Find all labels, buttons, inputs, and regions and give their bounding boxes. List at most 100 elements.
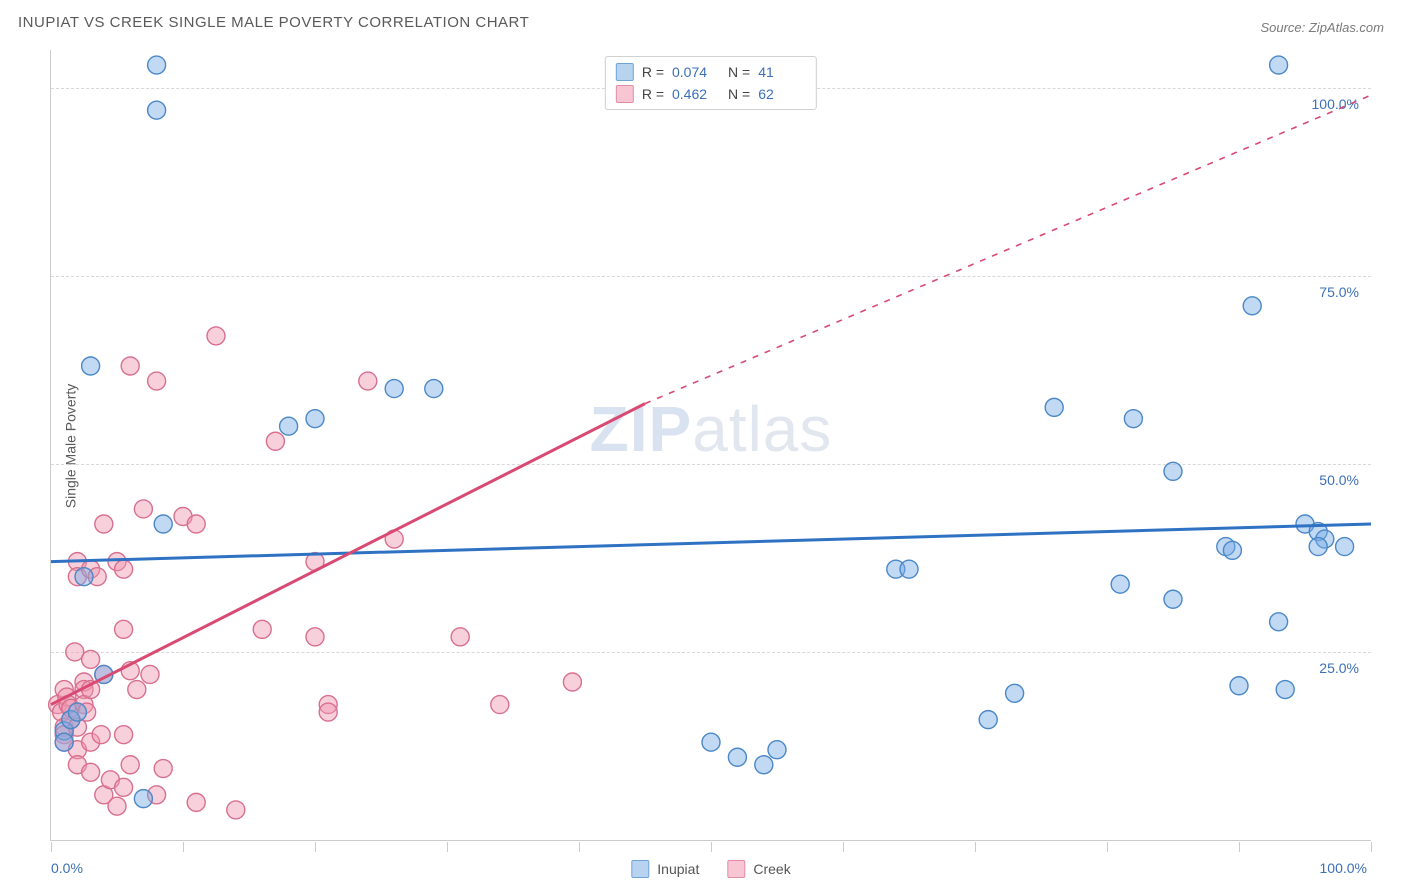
x-tick bbox=[975, 842, 976, 852]
creek-point bbox=[128, 681, 146, 699]
inupiat-point bbox=[1045, 398, 1063, 416]
stats-legend: R = 0.074 N = 41 R = 0.462 N = 62 bbox=[605, 56, 817, 110]
inupiat-point bbox=[768, 741, 786, 759]
x-tick bbox=[447, 842, 448, 852]
inupiat-point bbox=[1336, 538, 1354, 556]
inupiat-point bbox=[385, 380, 403, 398]
x-tick bbox=[711, 842, 712, 852]
inupiat-point bbox=[900, 560, 918, 578]
x-tick bbox=[315, 842, 316, 852]
inupiat-point bbox=[1309, 538, 1327, 556]
series-legend: Inupiat Creek bbox=[631, 860, 790, 878]
creek-point bbox=[95, 515, 113, 533]
inupiat-point bbox=[1270, 613, 1288, 631]
chart-header: INUPIAT VS CREEK SINGLE MALE POVERTY COR… bbox=[0, 0, 1406, 40]
inupiat-point bbox=[1006, 684, 1024, 702]
x-tick bbox=[51, 842, 52, 852]
chart-source: Source: ZipAtlas.com bbox=[1260, 20, 1384, 35]
n-value-1: 41 bbox=[758, 61, 806, 83]
inupiat-point bbox=[134, 790, 152, 808]
inupiat-point bbox=[1223, 541, 1241, 559]
creek-trend-line bbox=[51, 404, 645, 705]
inupiat-point bbox=[68, 703, 86, 721]
creek-point bbox=[134, 500, 152, 518]
x-tick bbox=[1371, 842, 1372, 852]
x-tick-label: 100.0% bbox=[1320, 860, 1367, 876]
inupiat-point bbox=[702, 733, 720, 751]
inupiat-trend-line bbox=[51, 524, 1371, 562]
inupiat-point bbox=[728, 748, 746, 766]
x-tick bbox=[183, 842, 184, 852]
inupiat-point bbox=[82, 357, 100, 375]
creek-point bbox=[253, 620, 271, 638]
inupiat-point bbox=[1111, 575, 1129, 593]
inupiat-point bbox=[1124, 410, 1142, 428]
x-tick-label: 0.0% bbox=[51, 860, 83, 876]
creek-point bbox=[563, 673, 581, 691]
creek-point bbox=[207, 327, 225, 345]
x-tick bbox=[1107, 842, 1108, 852]
r-label-1: R = bbox=[642, 61, 664, 83]
creek-point bbox=[451, 628, 469, 646]
inupiat-point bbox=[1243, 297, 1261, 315]
inupiat-point bbox=[1230, 677, 1248, 695]
creek-point bbox=[148, 372, 166, 390]
inupiat-point bbox=[154, 515, 172, 533]
legend-swatch-creek bbox=[727, 860, 745, 878]
creek-point bbox=[115, 778, 133, 796]
x-tick bbox=[579, 842, 580, 852]
creek-point bbox=[141, 665, 159, 683]
legend-label-creek: Creek bbox=[753, 861, 790, 877]
plot-area: ZIPatlas 25.0%50.0%75.0%100.0% R = 0.074… bbox=[50, 50, 1371, 841]
n-label-1: N = bbox=[728, 61, 750, 83]
creek-point bbox=[115, 560, 133, 578]
inupiat-point bbox=[755, 756, 773, 774]
r-value-1: 0.074 bbox=[672, 61, 720, 83]
r-value-2: 0.462 bbox=[672, 83, 720, 105]
legend-item-inupiat: Inupiat bbox=[631, 860, 699, 878]
creek-point bbox=[154, 760, 172, 778]
inupiat-point bbox=[979, 711, 997, 729]
inupiat-point bbox=[1276, 681, 1294, 699]
stats-swatch-2 bbox=[616, 85, 634, 103]
legend-label-inupiat: Inupiat bbox=[657, 861, 699, 877]
inupiat-point bbox=[306, 410, 324, 428]
inupiat-point bbox=[75, 568, 93, 586]
creek-point bbox=[121, 357, 139, 375]
inupiat-point bbox=[425, 380, 443, 398]
stats-swatch-1 bbox=[616, 63, 634, 81]
creek-point bbox=[108, 797, 126, 815]
creek-point bbox=[266, 432, 284, 450]
n-label-2: N = bbox=[728, 83, 750, 105]
x-tick bbox=[1239, 842, 1240, 852]
n-value-2: 62 bbox=[758, 83, 806, 105]
creek-point bbox=[92, 726, 110, 744]
plot-svg bbox=[51, 50, 1371, 840]
creek-point bbox=[115, 620, 133, 638]
legend-swatch-inupiat bbox=[631, 860, 649, 878]
chart-title: INUPIAT VS CREEK SINGLE MALE POVERTY COR… bbox=[18, 14, 529, 31]
creek-point bbox=[227, 801, 245, 819]
creek-point bbox=[306, 628, 324, 646]
inupiat-point bbox=[1164, 462, 1182, 480]
x-tick bbox=[843, 842, 844, 852]
stats-row-2: R = 0.462 N = 62 bbox=[616, 83, 806, 105]
creek-point bbox=[187, 515, 205, 533]
creek-point bbox=[82, 763, 100, 781]
inupiat-point bbox=[280, 417, 298, 435]
creek-trend-line-dashed bbox=[645, 95, 1371, 403]
legend-item-creek: Creek bbox=[727, 860, 790, 878]
creek-point bbox=[491, 696, 509, 714]
creek-point bbox=[115, 726, 133, 744]
inupiat-point bbox=[148, 101, 166, 119]
inupiat-point bbox=[1270, 56, 1288, 74]
inupiat-point bbox=[148, 56, 166, 74]
creek-point bbox=[121, 756, 139, 774]
source-prefix: Source: bbox=[1260, 20, 1308, 35]
creek-point bbox=[319, 703, 337, 721]
inupiat-point bbox=[55, 733, 73, 751]
creek-point bbox=[359, 372, 377, 390]
creek-point bbox=[187, 793, 205, 811]
plot-container: ZIPatlas 25.0%50.0%75.0%100.0% R = 0.074… bbox=[50, 50, 1370, 840]
stats-row-1: R = 0.074 N = 41 bbox=[616, 61, 806, 83]
